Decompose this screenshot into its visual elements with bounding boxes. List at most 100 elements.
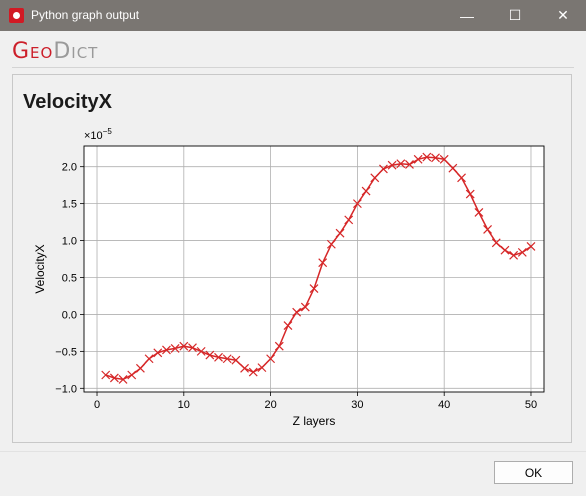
data-point-marker bbox=[266, 354, 276, 364]
data-point-marker bbox=[431, 153, 440, 163]
marker-stroke bbox=[222, 354, 232, 364]
data-point-marker bbox=[101, 370, 111, 380]
data-point-marker bbox=[500, 245, 510, 255]
marker-stroke bbox=[214, 352, 223, 362]
marker-stroke bbox=[205, 350, 215, 360]
y-tick-label: 0.0 bbox=[62, 309, 77, 321]
marker-stroke bbox=[300, 302, 310, 312]
footer-divider bbox=[0, 451, 586, 452]
data-point-marker bbox=[361, 186, 371, 196]
y-tick-label: 1.5 bbox=[62, 199, 77, 211]
velocity-chart: 0 10 20 30 40 50 −1.0 −0.5 0.0 0.5 1.0 1.5 2.0 ×10−5 Z… bbox=[33, 127, 545, 428]
marker-stroke bbox=[153, 348, 163, 358]
data-point-marker bbox=[352, 199, 362, 209]
data-point-marker bbox=[109, 373, 119, 383]
marker-stroke bbox=[231, 355, 241, 365]
data-point-marker bbox=[370, 173, 380, 183]
data-point-marker bbox=[517, 247, 527, 257]
data-point-marker bbox=[422, 152, 432, 162]
marker-stroke bbox=[162, 345, 171, 355]
data-point-marker bbox=[439, 154, 449, 164]
x-tick-label: 40 bbox=[438, 399, 450, 411]
data-point-marker bbox=[387, 160, 397, 170]
y-scale-label: ×10−5 bbox=[84, 127, 112, 142]
logo-divider bbox=[12, 67, 574, 68]
marker-stroke bbox=[431, 153, 440, 163]
data-point-marker bbox=[214, 352, 223, 362]
data-point-marker bbox=[135, 363, 145, 373]
data-point-marker bbox=[196, 346, 206, 356]
marker-stroke bbox=[101, 370, 111, 380]
maximize-icon: ☐ bbox=[508, 7, 522, 23]
marker-stroke bbox=[413, 154, 423, 164]
marker-stroke bbox=[405, 160, 414, 169]
data-point-marker bbox=[257, 363, 267, 373]
marker-stroke bbox=[379, 164, 388, 174]
marker-stroke bbox=[465, 189, 475, 199]
marker-stroke bbox=[509, 250, 519, 260]
title-bar: Python graph output — ☐ ✕ bbox=[0, 0, 586, 31]
marker-stroke bbox=[257, 363, 267, 373]
marker-stroke bbox=[118, 375, 128, 384]
marker-stroke bbox=[240, 363, 249, 373]
axes-frame bbox=[83, 145, 545, 393]
data-point-marker bbox=[483, 225, 493, 234]
marker-stroke bbox=[309, 284, 319, 294]
data-point-marker bbox=[326, 239, 336, 249]
data-point-marker bbox=[222, 354, 232, 364]
close-button[interactable]: ✕ bbox=[540, 0, 586, 31]
minimize-icon: — bbox=[460, 7, 474, 24]
marker-stroke bbox=[491, 238, 501, 248]
data-point-marker bbox=[491, 238, 501, 248]
graph-panel: VelocityX 0 10 20 30 40 50 −1.0 −0.5 0.0 0.5 1.0 1.… bbox=[12, 74, 572, 443]
data-point-marker bbox=[379, 164, 388, 174]
marker-stroke bbox=[188, 343, 197, 353]
data-point-marker bbox=[205, 350, 215, 360]
data-point-marker bbox=[335, 228, 345, 238]
marker-stroke bbox=[517, 247, 527, 257]
y-tick-label: 0.5 bbox=[62, 272, 77, 284]
data-point-marker bbox=[240, 363, 249, 373]
data-point-marker bbox=[309, 284, 319, 294]
minimize-button[interactable]: — bbox=[444, 0, 490, 31]
data-point-marker bbox=[153, 348, 163, 358]
data-point-marker bbox=[283, 321, 293, 330]
marker-stroke bbox=[448, 163, 458, 173]
marker-stroke bbox=[127, 370, 137, 380]
marker-stroke bbox=[335, 228, 345, 238]
data-point-marker bbox=[118, 375, 128, 384]
data-point-marker bbox=[170, 343, 180, 353]
marker-stroke bbox=[344, 215, 354, 225]
x-tick-label: 0 bbox=[94, 399, 100, 411]
data-point-marker bbox=[344, 215, 354, 225]
marker-stroke bbox=[144, 354, 154, 364]
data-point-marker bbox=[274, 341, 284, 351]
marker-stroke bbox=[292, 307, 302, 317]
data-point-marker bbox=[144, 354, 154, 364]
window-title: Python graph output bbox=[31, 8, 140, 22]
marker-stroke bbox=[266, 354, 276, 364]
data-point-marker bbox=[457, 173, 466, 183]
maximize-button[interactable]: ☐ bbox=[492, 0, 538, 31]
marker-stroke bbox=[387, 160, 397, 170]
data-point-marker bbox=[231, 355, 241, 365]
marker-stroke bbox=[526, 242, 536, 251]
ok-button[interactable]: OK bbox=[494, 461, 573, 484]
marker-stroke bbox=[109, 373, 119, 383]
data-point-marker bbox=[509, 250, 519, 260]
x-axis-label: Z layers bbox=[293, 414, 336, 428]
data-point-marker bbox=[127, 370, 137, 380]
marker-stroke bbox=[283, 321, 293, 330]
data-point-marker bbox=[248, 367, 258, 377]
y-scale-exponent: −5 bbox=[103, 127, 113, 136]
marker-stroke bbox=[170, 343, 180, 353]
marker-stroke bbox=[361, 186, 371, 196]
marker-stroke bbox=[439, 154, 449, 164]
close-icon: ✕ bbox=[557, 7, 569, 23]
logo-part-dict: Dict bbox=[53, 39, 99, 64]
data-point-marker bbox=[300, 302, 310, 312]
data-point-marker bbox=[292, 307, 302, 317]
data-point-marker bbox=[413, 154, 423, 164]
data-point-marker bbox=[179, 341, 189, 351]
x-tick-label: 50 bbox=[525, 399, 537, 411]
